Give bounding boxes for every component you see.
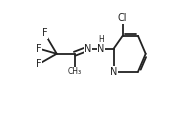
Text: CH₃: CH₃ xyxy=(68,67,82,76)
Text: H: H xyxy=(98,35,104,44)
Text: Cl: Cl xyxy=(118,13,127,23)
Text: F: F xyxy=(36,44,42,54)
Text: N: N xyxy=(84,44,92,54)
Text: F: F xyxy=(42,28,47,38)
Text: F: F xyxy=(36,59,42,69)
Text: N: N xyxy=(110,67,117,77)
Text: N: N xyxy=(97,44,105,54)
